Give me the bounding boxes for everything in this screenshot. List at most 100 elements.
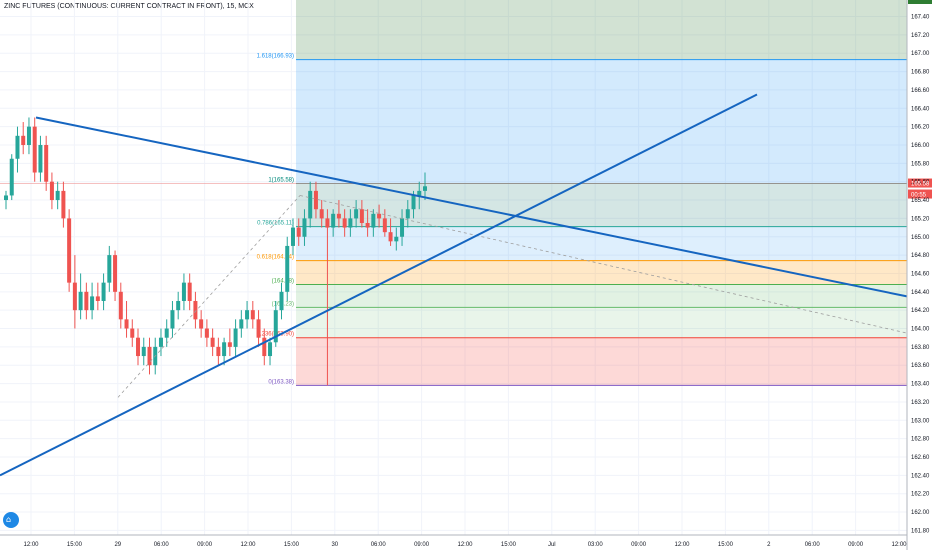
x-tick-label: 09:00 [414,542,430,548]
candle-body [405,209,410,219]
y-tick-label: 164.40 [911,290,930,296]
candle-body [164,328,169,338]
candle-body [204,328,209,338]
fib-zone [296,59,907,184]
candle-body [55,190,60,201]
candle-body [216,346,221,357]
candle-body [141,346,146,357]
x-tick-label: Jul [548,542,556,548]
candle-body [113,255,118,292]
candle-body [199,319,204,329]
candle-body [268,342,273,357]
candle-body [400,218,405,237]
candle-body [331,213,336,228]
y-tick-label: 164.60 [911,271,930,277]
candle-body [342,218,347,228]
y-tick-label: 161.80 [911,528,930,534]
fib-level-label: 1.618(166.93) [257,54,294,60]
fib-level-label: 0.786(165.11) [257,221,294,227]
fib-zone [296,284,907,308]
fib-level-label: (164.48) [272,278,294,284]
candle-body [187,282,192,301]
candle-body [49,181,54,201]
candle-body [256,319,261,338]
candle-body [302,218,307,237]
fib-level-label: 0.618(164.74) [257,255,294,261]
candle-body [90,296,95,311]
fib-level-label: 0(163.38) [268,379,294,385]
candle-body [21,135,26,145]
candle-body [377,213,382,219]
y-tick-label: 166.40 [911,106,930,112]
candle-body [210,337,215,347]
candle-body [158,337,163,347]
countdown-badge [908,189,932,199]
x-tick-label: 12:00 [674,542,690,548]
candle-body [233,328,238,347]
fib-zone [296,183,907,227]
candle-body [245,310,250,320]
x-tick-label: 29 [114,542,121,548]
y-tick-label: 162.60 [911,455,930,461]
x-tick-label: 06:00 [805,542,821,548]
fib-zone [296,0,907,60]
y-tick-label: 162.40 [911,473,930,479]
y-tick-label: 166.00 [911,143,930,149]
y-tick-label: 164.00 [911,327,930,333]
candle-body [365,222,370,228]
candle-body [308,190,313,219]
x-tick-label: 09:00 [848,542,864,548]
x-tick-label: 03:00 [588,542,604,548]
x-tick-label: 06:00 [371,542,387,548]
candle-body [417,190,422,196]
grid-lines [0,0,907,535]
candle-body [319,209,324,219]
candle-body [222,342,227,357]
candle-body [394,236,399,242]
candle-body [371,213,376,228]
x-tick-label: 15:00 [284,542,300,548]
x-tick-label: 30 [331,542,338,548]
x-tick-label: 06:00 [154,542,170,548]
x-tick-label: 12:00 [23,542,39,548]
fib-zone [296,260,907,285]
price-axis [906,0,932,550]
y-tick-label: 163.20 [911,400,930,406]
candle-body [262,337,267,357]
candle-body [325,218,330,228]
candle-body [124,319,129,329]
fib-zones [296,0,907,386]
y-tick-label: 164.20 [911,308,930,314]
y-tick-label: 166.60 [911,88,930,94]
x-tick-label: 09:00 [197,542,213,548]
y-tick-label: 162.80 [911,437,930,443]
candle-body [411,195,416,210]
price-axis-bg [907,0,932,550]
candle-body [136,337,141,357]
candle-body [78,291,83,311]
candle-body [176,300,181,311]
candles [4,117,427,386]
fib-extension-dashed [299,195,908,334]
candle-body [313,190,318,210]
tradingview-logo-icon[interactable]: ⌂ [3,512,19,528]
candle-body [95,296,100,301]
candle-body [44,144,49,182]
candle-body [72,282,77,311]
fib-zone [296,307,907,338]
y-tick-label: 165.60 [911,180,930,186]
y-tick-label: 167.00 [911,51,930,57]
candle-body [147,346,152,366]
x-tick-label: 15:00 [718,542,734,548]
y-tick-label: 167.20 [911,33,930,39]
candle-body [359,209,364,223]
candle-body [354,209,359,219]
x-tick-label: 12:00 [457,542,473,548]
y-tick-label: 165.40 [911,198,930,204]
candle-body [107,255,112,283]
candle-body [250,310,255,320]
candle-body [15,135,20,159]
candle-body [61,190,66,219]
candle-body [9,158,14,196]
